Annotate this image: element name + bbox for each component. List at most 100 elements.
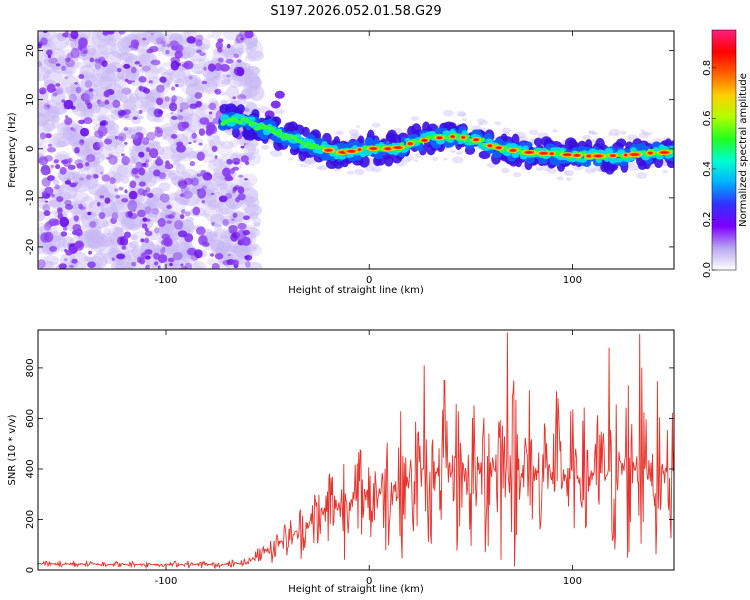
noise-blob <box>134 61 141 65</box>
ridge-blob <box>237 120 243 125</box>
noise-blob-faint <box>215 224 222 228</box>
noise-blob-faint <box>41 139 49 144</box>
noise-blob-faint <box>214 181 222 188</box>
noise-blob <box>132 116 138 120</box>
noise-blob-faint <box>71 170 81 176</box>
noise-blob <box>176 141 184 147</box>
noise-blob <box>222 218 230 226</box>
trace-halo-blob <box>287 157 294 161</box>
ridge-blob <box>231 127 240 138</box>
noise-blob-faint <box>212 158 226 167</box>
noise-blob <box>176 114 184 121</box>
noise-blob-faint <box>244 196 260 208</box>
hotspot-core <box>594 154 603 158</box>
noise-blob <box>104 138 113 145</box>
noise-blob-faint <box>223 47 236 60</box>
noise-blob-faint <box>87 45 97 56</box>
noise-blob-faint <box>225 85 240 100</box>
noise-blob-faint <box>38 66 51 81</box>
noise-blob-faint <box>253 222 261 228</box>
noise-blob <box>56 207 63 212</box>
noise-blob-faint <box>186 216 195 223</box>
noise-blob-faint <box>153 142 160 148</box>
noise-blob <box>163 237 173 247</box>
noise-blob-faint <box>245 76 254 84</box>
noise-blob-faint <box>182 128 197 144</box>
noise-blob <box>180 265 188 269</box>
noise-blob <box>156 129 162 134</box>
noise-blob <box>55 83 61 87</box>
noise-blob <box>144 237 150 244</box>
noise-blob <box>183 190 193 199</box>
trace-halo-blob <box>512 172 522 178</box>
noise-blob <box>226 158 233 165</box>
noise-blob <box>143 88 151 94</box>
noise-blob-faint <box>122 100 137 111</box>
spectrogram-ytick-label: 10 <box>25 93 36 106</box>
noise-blob <box>150 32 154 36</box>
noise-blob <box>194 249 203 259</box>
noise-blob-faint <box>179 152 187 159</box>
noise-blob-faint <box>183 113 203 133</box>
noise-blob <box>46 104 50 108</box>
noise-blob <box>244 254 253 261</box>
noise-blob-faint <box>71 173 79 180</box>
noise-blob-faint <box>242 188 259 204</box>
noise-blob <box>219 64 230 72</box>
noise-blob <box>97 141 104 148</box>
noise-blob <box>43 210 51 217</box>
noise-blob <box>200 170 207 177</box>
noise-blob <box>88 250 92 255</box>
noise-blob-faint <box>67 132 82 147</box>
noise-blob-faint <box>169 173 178 181</box>
noise-blob <box>97 125 108 137</box>
noise-blob <box>169 105 174 109</box>
noise-blob <box>145 131 156 141</box>
noise-blob <box>188 75 193 80</box>
trace-halo-blob <box>648 131 653 135</box>
noise-blob-faint <box>208 230 219 237</box>
noise-blob <box>240 37 244 41</box>
noise-blob <box>240 145 245 149</box>
noise-blob-faint <box>189 58 207 70</box>
trace-halo-blob <box>640 129 645 133</box>
noise-blob-faint <box>183 74 199 88</box>
noise-blob-faint <box>161 133 175 141</box>
noise-blob-faint <box>191 107 207 116</box>
snr-ytick-label: 800 <box>25 358 36 377</box>
noise-blob <box>191 132 197 139</box>
noise-blob <box>181 121 190 129</box>
noise-blob-faint <box>208 138 215 145</box>
noise-blob <box>55 86 64 95</box>
snr-panel: -100 0 100 0 200 400 600 800 Height of straight… <box>7 329 675 595</box>
noise-blob <box>92 173 99 179</box>
noise-blob <box>131 66 137 74</box>
noise-blob <box>106 156 111 160</box>
trace-halo-blob <box>476 118 486 124</box>
trace-halo-blob <box>450 149 456 153</box>
noise-blob-faint <box>130 234 138 241</box>
noise-blob <box>42 204 51 212</box>
hotspot-core <box>450 135 455 138</box>
noise-blob <box>169 263 173 267</box>
noise-blob <box>138 85 143 91</box>
colorbar-tick-label: 0.0 <box>702 262 713 278</box>
noise-blob-faint <box>221 79 231 85</box>
noise-blob <box>86 154 96 163</box>
noise-blob <box>235 33 245 44</box>
noise-blob-faint <box>215 179 234 198</box>
noise-blob-faint <box>139 60 147 66</box>
trace-halo-blob <box>236 98 247 105</box>
noise-blob <box>123 127 129 131</box>
noise-blob-faint <box>188 48 208 62</box>
colorbar-tick-label: 0.6 <box>702 110 713 126</box>
noise-blob <box>138 75 147 83</box>
ridge-blob <box>615 157 624 163</box>
noise-blob <box>38 61 43 67</box>
noise-blob-faint <box>91 160 99 168</box>
hotspot-core <box>574 154 580 157</box>
noise-blob <box>67 164 76 170</box>
trace-halo-blob <box>347 170 354 175</box>
noise-blob <box>141 223 148 229</box>
